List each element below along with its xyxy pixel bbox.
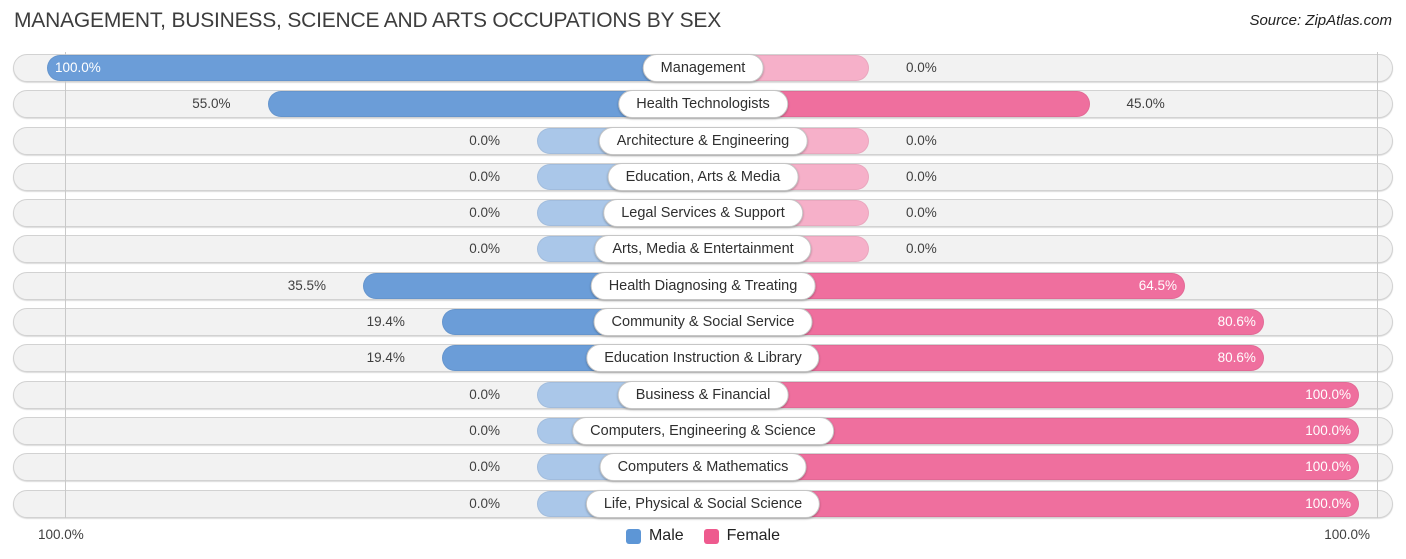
category-label-pill: Health Technologists: [618, 90, 788, 119]
category-label-pill: Management: [642, 54, 764, 82]
chart-row: 55.0% 45.0% Health Technologists: [13, 90, 1393, 119]
male-value-label: 35.5%: [287, 277, 327, 293]
category-label-pill: Architecture & Engineering: [598, 126, 808, 155]
male-value-label: 0.0%: [469, 205, 500, 221]
female-value-label: 80.6%: [1217, 350, 1256, 366]
category-label-pill: Business & Financial: [617, 380, 789, 409]
legend-female-label: Female: [726, 527, 781, 544]
category-label-pill: Education Instruction & Library: [586, 344, 820, 373]
category-label-pill: Life, Physical & Social Science: [585, 489, 821, 518]
chart-row: 0.0% 0.0% Education, Arts & Media: [13, 162, 1393, 191]
male-bar: [47, 55, 717, 81]
legend: Male Female: [0, 524, 1406, 548]
male-value-label: 0.0%: [469, 459, 500, 475]
female-value-label: 100.0%: [1305, 459, 1351, 475]
source-attribution: Source: ZipAtlas.com: [1249, 12, 1392, 29]
category-label-pill: Community & Social Service: [593, 308, 813, 337]
chart-row: 19.4% 80.6% Education Instruction & Librar…: [13, 344, 1393, 373]
female-value-label: 80.6%: [1217, 314, 1256, 330]
category-label-pill: Health Diagnosing & Treating: [590, 271, 816, 300]
chart-row: 0.0% 100.0% Business & Financial: [13, 380, 1393, 409]
legend-male-label: Male: [648, 527, 684, 544]
female-value-label: 0.0%: [906, 205, 937, 221]
female-axis-max-label: 100.0%: [1324, 527, 1370, 542]
female-value-label: 100.0%: [1305, 495, 1351, 511]
female-value-label: 0.0%: [906, 60, 937, 75]
female-value-label: 0.0%: [906, 241, 937, 257]
male-value-label: 0.0%: [469, 241, 500, 257]
male-axis-max-label: 100.0%: [38, 527, 84, 542]
chart-rows: 100.0% 0.0% Management 55.0% 45.0% Health Tec…: [13, 54, 1393, 526]
chart-row: 0.0% 100.0% Computers & Mathematics: [13, 453, 1393, 482]
chart-row: 0.0% 0.0% Legal Services & Support: [13, 199, 1393, 228]
legend-item-male: Male: [625, 527, 684, 545]
female-value-label: 45.0%: [1126, 96, 1165, 112]
male-value-label: 0.0%: [469, 132, 500, 148]
male-value-label: 55.0%: [192, 96, 231, 112]
chart-row: 0.0% 0.0% Arts, Media & Entertainment: [13, 235, 1393, 264]
male-value-label: 100.0%: [55, 60, 101, 75]
chart-row: 35.5% 64.5% Health Diagnosing & Treating: [13, 271, 1393, 300]
category-label-pill: Education, Arts & Media: [607, 162, 799, 191]
female-color-swatch: [703, 528, 719, 544]
male-value-label: 19.4%: [366, 350, 405, 366]
male-value-label: 19.4%: [366, 314, 405, 330]
female-value-label: 64.5%: [1138, 277, 1178, 293]
chart-row: 0.0% 100.0% Life, Physical & Social Scienc…: [13, 489, 1393, 518]
category-label-pill: Legal Services & Support: [603, 199, 803, 228]
chart-row: 0.0% 100.0% Computers, Engineering & Scien…: [13, 416, 1393, 445]
right-100pct-gridline: [1377, 52, 1378, 518]
male-color-swatch: [625, 528, 641, 544]
female-value-label: 100.0%: [1305, 422, 1351, 438]
chart-title: MANAGEMENT, BUSINESS, SCIENCE AND ARTS O…: [14, 9, 722, 32]
chart-row: 19.4% 80.6% Community & Social Service: [13, 308, 1393, 337]
chart-row: 0.0% 0.0% Architecture & Engineering: [13, 126, 1393, 155]
female-value-label: 0.0%: [906, 132, 937, 148]
chart-row: 100.0% 0.0% Management: [13, 54, 1393, 82]
female-value-label: 100.0%: [1305, 386, 1351, 402]
male-value-label: 0.0%: [469, 495, 500, 511]
legend-item-female: Female: [703, 527, 781, 545]
female-value-label: 0.0%: [906, 168, 937, 184]
male-value-label: 0.0%: [469, 422, 500, 438]
left-100pct-gridline: [65, 52, 66, 518]
category-label-pill: Arts, Media & Entertainment: [594, 235, 812, 264]
category-label-pill: Computers & Mathematics: [599, 453, 807, 482]
female-bar: [689, 381, 1359, 408]
male-value-label: 0.0%: [469, 168, 500, 184]
category-label-pill: Computers, Engineering & Science: [572, 416, 834, 445]
male-value-label: 0.0%: [469, 386, 500, 402]
